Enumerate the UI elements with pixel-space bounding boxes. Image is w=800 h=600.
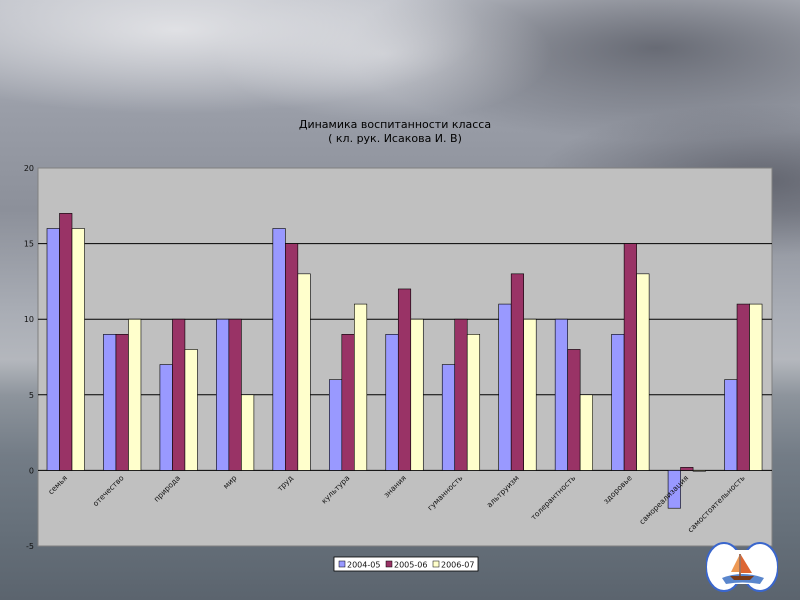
chart-title: Динамика воспитанности класса xyxy=(299,118,491,131)
legend xyxy=(333,556,479,572)
legend-label: 2004-05 xyxy=(347,561,380,570)
bar-2006-07-культура xyxy=(354,303,368,471)
chart-subtitle: ( кл. рук. Исакова И. В) xyxy=(328,132,462,145)
bar-2004-05-мир xyxy=(216,318,230,471)
bar-2005-06-мир xyxy=(228,318,242,471)
bar-2006-07-отечество xyxy=(128,318,142,471)
y-tick-label: 10 xyxy=(24,315,34,324)
bar-2005-06-здоровье xyxy=(623,243,637,471)
bar-2005-06-отечество xyxy=(115,334,129,471)
bar-2004-05-культура xyxy=(329,379,343,471)
bar-2006-07-самостоятельность xyxy=(749,303,763,471)
bar-2004-05-знания xyxy=(385,334,399,471)
bar-2004-05-отечество xyxy=(103,334,117,471)
y-tick-label: 20 xyxy=(24,164,34,173)
bar-2004-05-альтруизм xyxy=(498,303,512,471)
bar-2005-06-труд xyxy=(285,243,299,471)
bar-2006-07-природа xyxy=(184,349,198,471)
bar-2004-05-здоровье xyxy=(611,334,625,471)
bar-2004-05-семья xyxy=(46,228,60,471)
bar-2006-07-толерантность xyxy=(579,394,593,471)
bar-2005-06-культура xyxy=(341,334,355,471)
bar-2004-05-толерантность xyxy=(554,318,568,471)
bar-2006-07-альтруизм xyxy=(523,318,537,471)
bar-2005-06-семья xyxy=(59,213,73,471)
bar-2004-05-труд xyxy=(272,228,286,471)
bar-2006-07-семья xyxy=(71,228,85,471)
y-tick-label: 0 xyxy=(29,466,34,475)
bar-2006-07-мир xyxy=(241,394,255,471)
legend-swatch xyxy=(432,560,440,568)
bar-2004-05-природа xyxy=(159,364,173,471)
bar-2006-07-самореализация xyxy=(692,470,706,472)
legend-swatch xyxy=(385,560,393,568)
bar-2006-07-знания xyxy=(410,318,424,471)
bar-2004-05-самореализация xyxy=(667,470,681,509)
y-tick-label: -5 xyxy=(26,542,34,551)
bar-2005-06-самостоятельность xyxy=(736,303,750,471)
bar-2005-06-самореализация xyxy=(680,467,694,471)
bar-2006-07-труд xyxy=(297,273,311,471)
y-tick-label: 15 xyxy=(24,240,34,249)
legend-label: 2006-07 xyxy=(441,561,474,570)
bar-2006-07-здоровье xyxy=(636,273,650,471)
bar-2006-07-гуманность xyxy=(466,334,481,471)
legend-label: 2005-06 xyxy=(394,561,427,570)
bar-2004-05-гуманность xyxy=(441,364,456,471)
bar-2004-05-самостоятельность xyxy=(724,379,738,471)
bar-2005-06-альтруизм xyxy=(510,273,524,471)
y-tick-label: 5 xyxy=(29,391,34,400)
bar-2005-06-гуманность xyxy=(454,318,468,471)
bar-2005-06-знания xyxy=(397,288,412,471)
legend-swatch xyxy=(338,560,346,568)
ship-logo xyxy=(706,542,778,592)
bar-2005-06-природа xyxy=(172,318,186,471)
bar-2005-06-толерантность xyxy=(567,349,581,471)
